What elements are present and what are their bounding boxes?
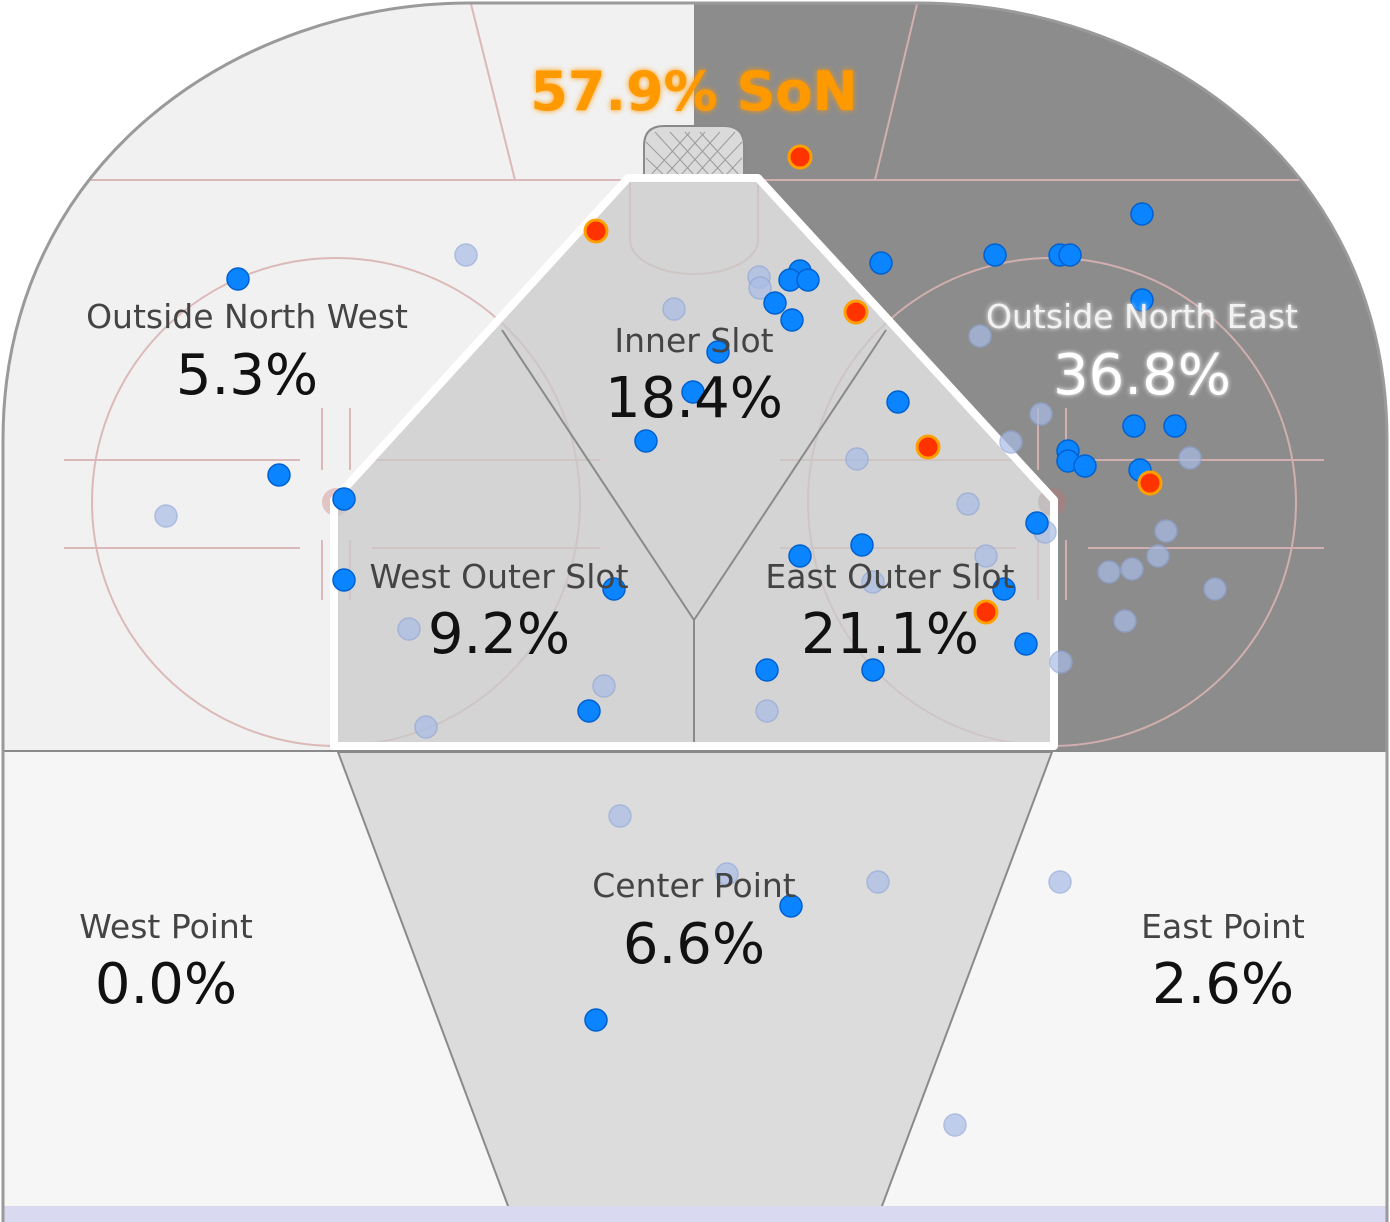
shot-marker-on-net [706, 340, 730, 364]
shot-marker-on-net [886, 390, 910, 414]
shot-marker-on-net [796, 268, 820, 292]
zone-percent: 18.4% [605, 366, 783, 431]
shot-marker-missed [968, 324, 992, 348]
shot-marker-on-net [1130, 202, 1154, 226]
slot-inner-dividers [501, 329, 887, 746]
shot-marker-goal [787, 144, 813, 170]
shot-marker-missed [1113, 609, 1137, 633]
shot-marker-on-net [1163, 414, 1187, 438]
shot-marker-on-net [1014, 632, 1038, 656]
zone-percent: 9.2% [428, 602, 570, 667]
shot-marker-on-net [861, 658, 885, 682]
shot-marker-on-net [1122, 414, 1146, 438]
shot-marker-missed [861, 570, 885, 594]
shot-marker-missed [956, 492, 980, 516]
shot-marker-on-net [634, 429, 658, 453]
shot-marker-on-net [267, 463, 291, 487]
shot-marker-on-net [779, 894, 803, 918]
shot-marker-missed [608, 804, 632, 828]
shots-layer [154, 144, 1227, 1137]
shot-marker-on-net [681, 380, 705, 404]
shot-marker-missed [748, 276, 772, 300]
shot-marker-on-net [780, 308, 804, 332]
zone-name: Center Point [592, 866, 796, 905]
zone-percent: 36.8% [1053, 343, 1231, 408]
zone-name: Outside North East [986, 297, 1298, 336]
shot-marker-on-net [1025, 511, 1049, 535]
shot-marker-missed [866, 870, 890, 894]
shot-marker-missed [154, 504, 178, 528]
zone-label-inner-slot: Inner Slot 18.4% [605, 321, 783, 431]
zone-label-west-outer-slot: West Outer Slot 9.2% [369, 557, 628, 667]
shot-marker-missed [974, 544, 998, 568]
shot-marker-missed [662, 297, 686, 321]
shot-marker-missed [1048, 870, 1072, 894]
shot-marker-on-net [226, 267, 250, 291]
zone-label-outside-north-east: Outside North East 36.8% [986, 297, 1298, 408]
shot-marker-on-net [850, 533, 874, 557]
shots-on-net-label: 57.9% SoN [530, 60, 857, 123]
zone-label-east-point: East Point 2.6% [1141, 907, 1305, 1017]
shot-marker-on-net [332, 568, 356, 592]
zone-percent: 2.6% [1152, 952, 1294, 1017]
shot-marker-goal [583, 218, 609, 244]
shot-marker-missed [1146, 544, 1170, 568]
zone-percent: 0.0% [95, 952, 237, 1017]
bottom-strip [3, 1206, 1387, 1222]
shot-marker-on-net [1130, 288, 1154, 312]
shot-marker-missed [715, 862, 739, 886]
zone-outside-north-east [694, 3, 1387, 750]
shot-marker-on-net [1058, 243, 1082, 267]
shot-marker-missed [1178, 446, 1202, 470]
shot-marker-goal [843, 299, 869, 325]
shot-marker-on-net [584, 1008, 608, 1032]
zone-name: West Point [79, 907, 253, 946]
zone-label-center-point: Center Point 6.6% [592, 866, 796, 977]
shot-marker-missed [755, 699, 779, 723]
zone-name: East Outer Slot [765, 557, 1014, 596]
shot-marker-missed [1049, 650, 1073, 674]
zone-name: East Point [1141, 907, 1305, 946]
shot-marker-missed [592, 674, 616, 698]
shot-marker-goal [915, 434, 941, 460]
shot-marker-missed [1120, 557, 1144, 581]
shot-marker-missed [1029, 402, 1053, 426]
shot-marker-missed [943, 1113, 967, 1137]
zone-name: Inner Slot [614, 321, 773, 360]
zone-name: Outside North West [86, 297, 408, 336]
zone-slot-fill [334, 178, 1054, 746]
shot-marker-missed [454, 243, 478, 267]
shot-marker-on-net [788, 544, 812, 568]
shot-marker-missed [1097, 560, 1121, 584]
zone-name: West Outer Slot [369, 557, 628, 596]
zone-label-west-point: West Point 0.0% [79, 907, 253, 1017]
shot-marker-missed [845, 447, 869, 471]
shot-marker-on-net [577, 699, 601, 723]
shot-marker-missed [414, 715, 438, 739]
zone-percent: 5.3% [176, 343, 318, 408]
zone-label-east-outer-slot: East Outer Slot 21.1% [765, 557, 1014, 667]
shot-marker-on-net [983, 243, 1007, 267]
shot-marker-on-net [755, 658, 779, 682]
goal-net-icon [643, 125, 745, 177]
shot-marker-on-net [1073, 454, 1097, 478]
shot-marker-on-net [992, 577, 1016, 601]
shot-marker-missed [1203, 577, 1227, 601]
shot-marker-goal [1137, 470, 1163, 496]
zone-percent: 6.6% [623, 912, 765, 977]
shot-marker-on-net [602, 577, 626, 601]
shot-marker-on-net [763, 291, 787, 315]
shot-marker-on-net [332, 487, 356, 511]
zone-label-outside-north-west: Outside North West 5.3% [86, 297, 408, 408]
shot-marker-goal [973, 599, 999, 625]
zone-percent: 21.1% [801, 602, 979, 667]
shot-marker-on-net [869, 251, 893, 275]
shot-marker-missed [397, 617, 421, 641]
shot-marker-missed [999, 430, 1023, 454]
shot-marker-missed [1154, 519, 1178, 543]
